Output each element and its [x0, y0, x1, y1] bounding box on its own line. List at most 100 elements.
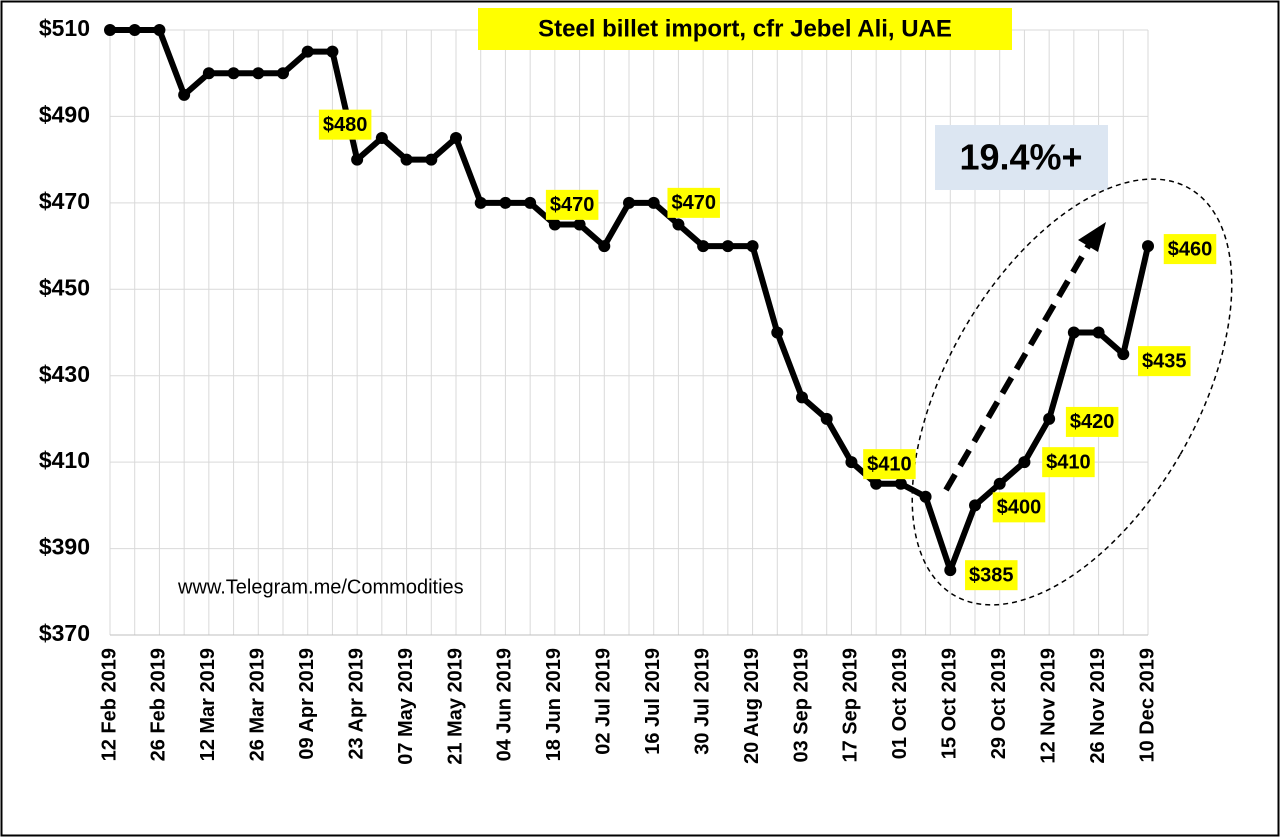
x-tick-label: 12 Mar 2019: [197, 648, 219, 761]
annotation-box: [935, 125, 1108, 190]
point: [202, 67, 215, 80]
value-label: $480: [323, 114, 368, 136]
value-label: $470: [550, 194, 595, 216]
point: [548, 218, 561, 231]
value-label: $410: [1046, 451, 1091, 473]
chart-title: Steel billet import, cfr Jebel Ali, UAE: [538, 15, 952, 42]
point: [178, 88, 191, 101]
point: [425, 153, 438, 166]
point: [993, 477, 1006, 490]
y-tick-label: $370: [39, 620, 90, 646]
point: [573, 218, 586, 231]
value-label-box: [965, 560, 1018, 591]
point: [326, 45, 339, 58]
point: [301, 45, 314, 58]
x-tick-label: 26 Nov 2019: [1087, 648, 1109, 764]
x-tick-label: 01 Oct 2019: [889, 648, 911, 759]
y-tick-label: $450: [39, 274, 90, 300]
value-label: $410: [867, 453, 912, 475]
point: [598, 240, 611, 253]
point: [870, 477, 883, 490]
y-tick-label: $390: [39, 534, 90, 560]
point: [277, 67, 289, 80]
x-tick-label: 15 Oct 2019: [939, 648, 961, 759]
x-tick-label: 04 Jun 2019: [494, 648, 516, 761]
point: [400, 153, 413, 166]
point: [969, 499, 981, 512]
point: [252, 67, 265, 80]
annotation: www.Telegram.me/Commodities: [177, 576, 464, 598]
x-tick-label: 03 Sep 2019: [790, 648, 812, 763]
point: [944, 564, 957, 577]
x-tick-label: 18 Jun 2019: [543, 648, 565, 761]
point: [746, 240, 759, 253]
point: [375, 132, 388, 145]
point: [128, 24, 141, 36]
value-label: $470: [671, 192, 716, 214]
x-tick-label: 29 Oct 2019: [988, 648, 1010, 759]
highlight-ellipse: [911, 178, 1233, 606]
point: [499, 196, 512, 209]
annotation: 19.4%+: [959, 137, 1082, 178]
x-tick-label: 26 Mar 2019: [247, 648, 269, 761]
x-tick-label: 23 Apr 2019: [345, 648, 367, 760]
value-label: $435: [1142, 350, 1187, 372]
x-tick-label: 02 Jul 2019: [593, 648, 615, 755]
value-label-box: [318, 109, 372, 140]
point: [894, 477, 907, 490]
point: [450, 132, 462, 145]
point: [919, 490, 932, 503]
value-label: $460: [1168, 238, 1213, 260]
y-tick-label: $470: [39, 188, 90, 214]
value-label-box: [1042, 447, 1095, 478]
point: [153, 24, 166, 36]
point: [845, 456, 858, 469]
point: [1043, 412, 1056, 425]
y-tick-label: $490: [39, 102, 90, 128]
point: [474, 196, 487, 209]
point: [623, 196, 635, 209]
x-tick-label: 09 Apr 2019: [296, 648, 318, 760]
x-tick-label: 10 Dec 2019: [1136, 648, 1158, 763]
point: [820, 412, 833, 425]
point: [1018, 456, 1031, 469]
value-label-box: [992, 492, 1046, 523]
point: [796, 391, 808, 404]
y-tick-label: $510: [39, 15, 90, 41]
y-tick-label: $430: [39, 361, 90, 387]
x-tick-label: 30 Jul 2019: [691, 648, 713, 755]
point: [1142, 240, 1154, 253]
x-tick-label: 20 Aug 2019: [741, 648, 763, 764]
value-label-box: [863, 449, 916, 480]
x-tick-label: 16 Jul 2019: [642, 648, 664, 755]
x-tick-label: 21 May 2019: [444, 648, 466, 765]
point: [697, 240, 710, 253]
value-label-box: [545, 189, 599, 220]
point: [524, 196, 537, 209]
value-label-box: [1138, 346, 1191, 377]
point: [351, 153, 364, 166]
trend-arrow: [943, 241, 1093, 492]
x-tick-label: 12 Feb 2019: [98, 648, 120, 761]
value-label-box: [1163, 234, 1217, 265]
point: [647, 196, 660, 209]
x-tick-label: 12 Nov 2019: [1037, 648, 1059, 764]
point: [1067, 326, 1080, 339]
value-label-box: [667, 187, 720, 218]
point: [104, 24, 116, 36]
point: [1092, 326, 1105, 339]
point: [1117, 348, 1130, 361]
x-tick-label: 07 May 2019: [395, 648, 417, 765]
value-label: $400: [997, 497, 1042, 519]
title-box: [478, 8, 1012, 50]
value-label-box: [1065, 406, 1119, 437]
x-tick-label: 26 Feb 2019: [148, 648, 170, 761]
x-tick-label: 17 Sep 2019: [840, 648, 862, 763]
point: [771, 326, 784, 339]
value-label: $420: [1070, 411, 1115, 433]
point: [672, 218, 685, 231]
point: [721, 240, 734, 253]
point: [227, 67, 240, 80]
y-tick-label: $410: [39, 447, 90, 473]
